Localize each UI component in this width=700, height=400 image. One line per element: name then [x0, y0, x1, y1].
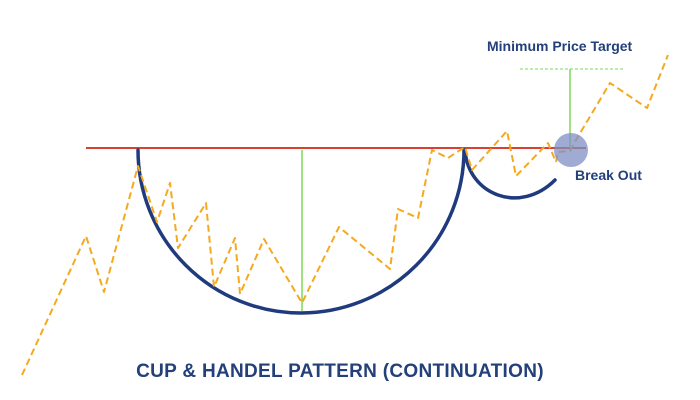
breakout-marker	[554, 133, 588, 167]
cup-curve	[136, 148, 466, 315]
diagram-title: CUP & HANDEL PATTERN (CONTINUATION)	[136, 361, 544, 382]
price-path	[21, 54, 669, 376]
target-label: Minimum Price Target	[487, 38, 633, 54]
handle-curve	[463, 148, 557, 200]
breakout-label: Break Out	[575, 167, 642, 183]
